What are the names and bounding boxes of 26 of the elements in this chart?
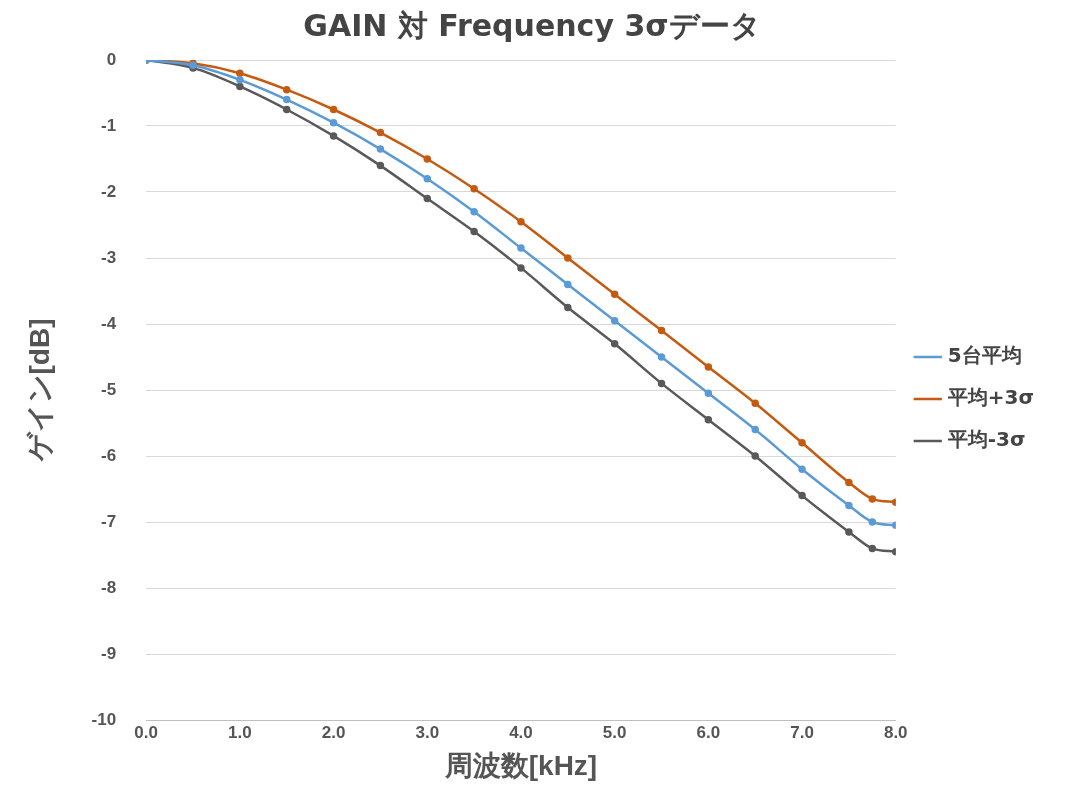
y-tick-label: -1 xyxy=(101,115,117,135)
x-tick-label: 5.0 xyxy=(602,722,627,742)
y-tick-label: -4 xyxy=(101,313,117,333)
y-tick-label: 0 xyxy=(106,49,117,69)
x-tick-label: 4.0 xyxy=(509,722,533,742)
x-tick-label: 3.0 xyxy=(415,722,440,742)
y-tick-label: -5 xyxy=(101,379,117,399)
y-tick-label: -9 xyxy=(101,643,117,663)
x-tick-label: 1.0 xyxy=(228,722,252,742)
legend-label: 5台平均 xyxy=(947,343,1022,368)
x-tick-label: 6.0 xyxy=(696,722,721,742)
legend-label: 平均+3σ xyxy=(946,385,1034,410)
legend-label: 平均-3σ xyxy=(946,427,1026,452)
x-tick-label: 8.0 xyxy=(883,722,908,742)
x-axis-title: 周波数[kHz] xyxy=(443,749,598,781)
x-tick-label: 0.0 xyxy=(134,722,158,742)
chart-title: GAIN 対 Frequency 3σデータ xyxy=(303,7,761,43)
y-tick-label: -2 xyxy=(101,181,117,201)
y-tick-label: -10 xyxy=(91,709,117,729)
y-tick-label: -3 xyxy=(101,247,117,267)
y-tick-label: -8 xyxy=(101,577,117,597)
x-tick-label: 7.0 xyxy=(790,722,814,742)
y-axis-title: ゲイン[dB] xyxy=(23,318,55,463)
y-tick-label: -7 xyxy=(101,511,117,531)
y-tick-label: -6 xyxy=(101,445,117,465)
x-tick-label: 2.0 xyxy=(321,722,346,742)
